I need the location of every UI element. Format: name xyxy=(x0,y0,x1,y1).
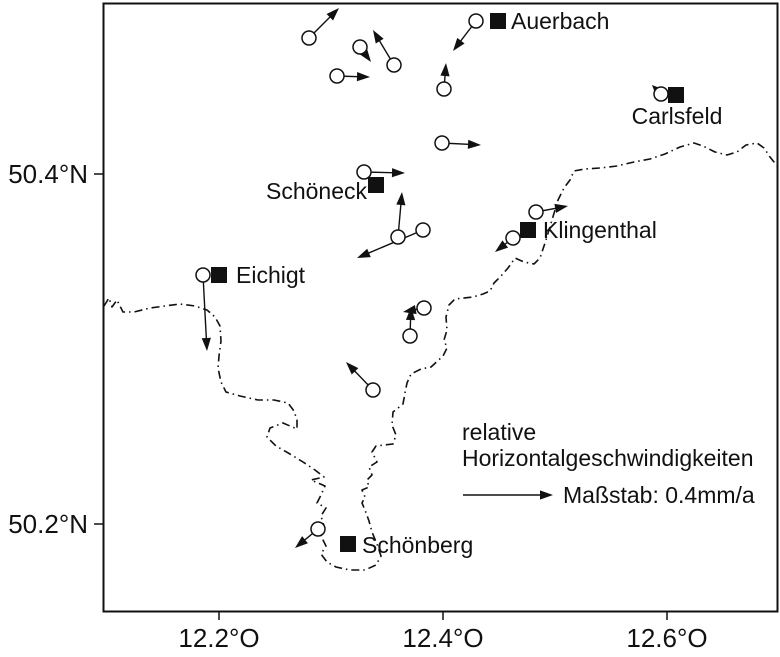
velocity-arrow-7-head-icon xyxy=(467,139,481,149)
measurement-point xyxy=(505,230,521,246)
lon-tick-label: 12.2°O xyxy=(178,623,259,653)
station-label: Schönberg xyxy=(362,532,473,558)
measurement-point xyxy=(402,328,418,344)
station-marker-icon xyxy=(211,267,227,283)
velocity-arrow-5-head-icon xyxy=(440,63,450,77)
velocity-arrow-13-head-icon xyxy=(201,337,211,351)
lon-tick-label: 12.6°O xyxy=(626,623,707,653)
measurement-point xyxy=(416,300,432,316)
legend-title-line2: Horizontalgeschwindigkeiten xyxy=(462,445,754,471)
measurement-point xyxy=(468,13,484,29)
station-marker-icon xyxy=(520,222,536,238)
legend-title-line1: relative xyxy=(462,419,536,445)
velocity-arrow-1-head-icon xyxy=(359,48,371,62)
lat-tick-label: 50.4°N xyxy=(8,159,88,189)
measurement-point xyxy=(329,68,345,84)
measurement-point xyxy=(434,135,450,151)
station-marker-icon xyxy=(368,177,384,193)
measurement-point xyxy=(356,164,372,180)
plot-frame xyxy=(102,2,779,613)
velocity-arrow-16-head-icon xyxy=(346,362,359,375)
velocity-arrow-0-head-icon xyxy=(326,8,339,21)
measurement-point xyxy=(436,81,452,97)
velocity-arrow-15-head-icon xyxy=(405,307,416,321)
measurement-point xyxy=(365,382,381,398)
station-label: Klingenthal xyxy=(543,217,657,243)
measurement-point xyxy=(195,267,211,283)
lon-tick-label: 12.4°O xyxy=(402,623,483,653)
measurement-point xyxy=(301,30,317,46)
velocity-arrow-4-head-icon xyxy=(453,37,465,51)
measurement-point xyxy=(415,222,431,238)
station-label: Eichigt xyxy=(236,262,306,288)
velocity-arrow-14-head-icon xyxy=(403,305,417,315)
lat-tick-label: 50.2°N xyxy=(8,509,88,539)
measurement-point xyxy=(310,521,326,537)
velocity-arrow-9-head-icon xyxy=(396,192,406,206)
station-marker-icon xyxy=(668,87,684,103)
station-label: Auerbach xyxy=(511,8,609,34)
velocity-arrow-11-head-icon xyxy=(554,203,568,213)
measurement-point xyxy=(386,57,402,73)
station-label: Schöneck xyxy=(266,178,368,204)
velocity-arrow-8-head-icon xyxy=(391,168,405,178)
velocity-arrow-17-head-icon xyxy=(295,536,308,548)
legend-scale-arrow-head-icon xyxy=(540,490,553,500)
station-marker-icon xyxy=(340,536,356,552)
velocity-arrow-10-head-icon xyxy=(357,248,371,258)
legend-scale-label: Maßstab: 0.4mm/a xyxy=(563,482,755,508)
measurement-point xyxy=(528,204,544,220)
velocity-arrow-13-shaft xyxy=(202,274,208,344)
measurement-point xyxy=(653,86,669,102)
velocity-arrow-2-head-icon xyxy=(373,30,384,44)
station-marker-icon xyxy=(490,13,506,29)
state-border-line xyxy=(103,142,779,571)
station-label: Carlsfeld xyxy=(632,103,723,129)
velocity-arrow-12-head-icon xyxy=(495,240,509,252)
velocity-arrow-3-head-icon xyxy=(356,72,370,82)
measurement-point xyxy=(390,229,406,245)
measurement-point xyxy=(352,39,368,55)
